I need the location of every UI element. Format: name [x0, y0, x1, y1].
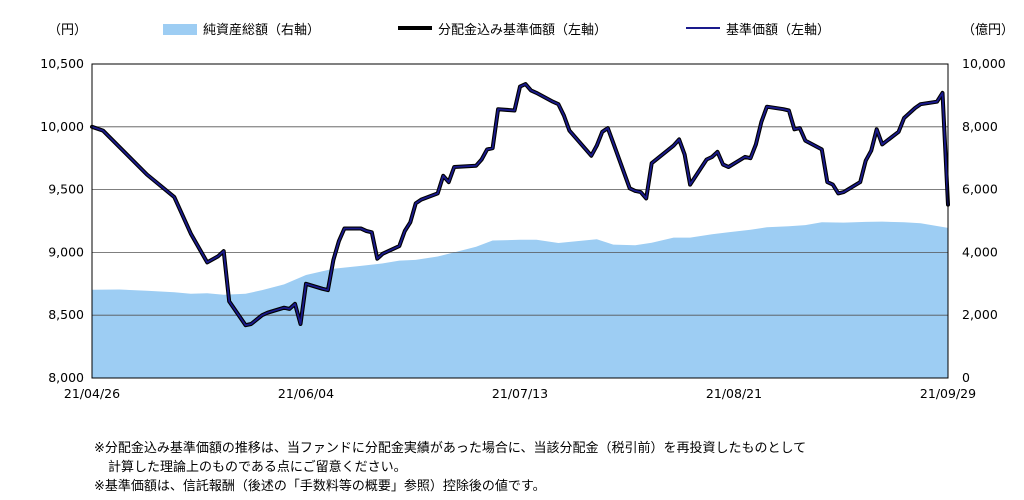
legend-swatch-black-line — [398, 26, 432, 30]
legend-item-nav: 基準価額（左軸） — [686, 22, 830, 40]
plot-area-border — [91, 63, 949, 379]
legend-label-nav-with-dividends: 分配金込み基準価額（左軸） — [438, 23, 608, 38]
legend-label-net-assets: 純資産総額（右軸） — [203, 23, 321, 38]
right-tick-label: 2,000 — [962, 307, 998, 322]
x-tick-label: 21/09/29 — [920, 386, 976, 401]
footnote-1-cont: 計算した理論上のものである点にご留意ください。 — [108, 460, 407, 475]
legend-item-net-assets: 純資産総額（右軸） — [163, 22, 320, 40]
legend-swatch-area — [163, 24, 197, 35]
gridlines — [92, 126, 948, 316]
footnote-1: ※分配金込み基準価額の推移は、当ファンドに分配金実績があった場合に、当該分配金（… — [94, 441, 807, 456]
x-tick-label: 21/04/26 — [64, 386, 120, 401]
right-tick-label: 0 — [962, 370, 970, 385]
left-tick-label: 8,500 — [48, 307, 84, 322]
legend-label-nav: 基準価額（左軸） — [726, 23, 831, 38]
nav-line-layer — [90, 82, 950, 328]
x-tick-label: 21/07/13 — [492, 386, 548, 401]
right-axis-unit: （億円） — [962, 23, 1015, 38]
net-assets-area-layer — [92, 221, 948, 378]
series-net-assets-area — [92, 221, 948, 378]
right-axis-ticks: 0 2,000 4,000 6,000 8,000 10,000 — [962, 56, 1006, 385]
left-tick-label: 10,000 — [40, 119, 84, 134]
left-tick-label: 8,000 — [48, 370, 84, 385]
legend-swatch-navy-line — [686, 27, 720, 29]
footnote-2: ※基準価額は、信託報酬（後述の「手数料等の概要」参照）控除後の値です。 — [94, 479, 546, 494]
right-tick-label: 4,000 — [962, 244, 998, 259]
left-tick-label: 10,500 — [40, 56, 84, 71]
left-axis-ticks: 8,000 8,500 9,000 9,500 10,000 10,500 — [40, 56, 84, 385]
series-nav-line — [91, 83, 949, 327]
right-tick-label: 8,000 — [962, 119, 998, 134]
legend-item-nav-with-dividends: 分配金込み基準価額（左軸） — [398, 22, 607, 40]
right-tick-label: 6,000 — [962, 182, 998, 197]
x-tick-label: 21/06/04 — [278, 386, 334, 401]
x-axis-ticks: 21/04/26 21/06/04 21/07/13 21/08/21 21/09/29 — [64, 386, 976, 401]
left-axis-unit: （円） — [48, 23, 88, 38]
right-tick-label: 10,000 — [962, 56, 1006, 71]
footnotes: ※分配金込み基準価額の推移は、当ファンドに分配金実績があった場合に、当該分配金（… — [94, 439, 806, 496]
x-tick-label: 21/08/21 — [706, 386, 762, 401]
left-tick-label: 9,000 — [48, 244, 84, 259]
left-tick-label: 9,500 — [48, 182, 84, 197]
